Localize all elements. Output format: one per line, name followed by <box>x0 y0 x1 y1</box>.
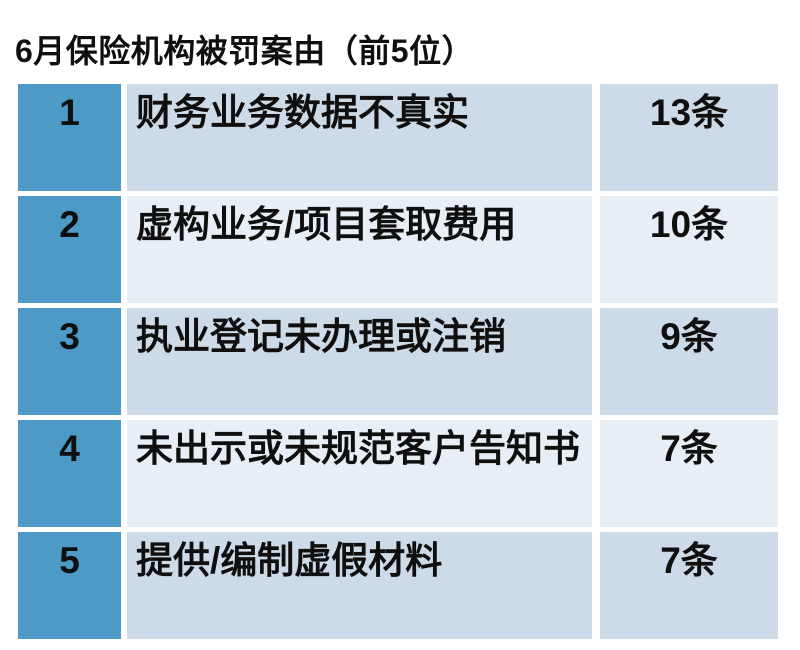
table-row: 2 虚构业务/项目套取费用 10条 <box>18 196 778 303</box>
table-row: 1 财务业务数据不真实 13条 <box>18 84 778 191</box>
rank-cell: 2 <box>18 196 121 303</box>
rank-cell: 5 <box>18 532 121 639</box>
reason-cell: 未出示或未规范客户告知书 <box>127 420 592 527</box>
rank-cell: 3 <box>18 308 121 415</box>
reason-cell: 提供/编制虚假材料 <box>127 532 592 639</box>
reason-cell: 财务业务数据不真实 <box>127 84 592 191</box>
table-row: 3 执业登记未办理或注销 9条 <box>18 308 778 415</box>
count-cell: 10条 <box>600 196 778 303</box>
page-title: 6月保险机构被罚案由（前5位） <box>15 33 475 69</box>
count-cell: 13条 <box>600 84 778 191</box>
reason-cell: 虚构业务/项目套取费用 <box>127 196 592 303</box>
table-row: 5 提供/编制虚假材料 7条 <box>18 532 778 639</box>
rank-cell: 4 <box>18 420 121 527</box>
penalty-table: 1 财务业务数据不真实 13条 2 虚构业务/项目套取费用 10条 3 执业登记… <box>18 84 778 639</box>
count-cell: 7条 <box>600 532 778 639</box>
reason-cell: 执业登记未办理或注销 <box>127 308 592 415</box>
count-cell: 7条 <box>600 420 778 527</box>
rank-cell: 1 <box>18 84 121 191</box>
count-cell: 9条 <box>600 308 778 415</box>
table-row: 4 未出示或未规范客户告知书 7条 <box>18 420 778 527</box>
